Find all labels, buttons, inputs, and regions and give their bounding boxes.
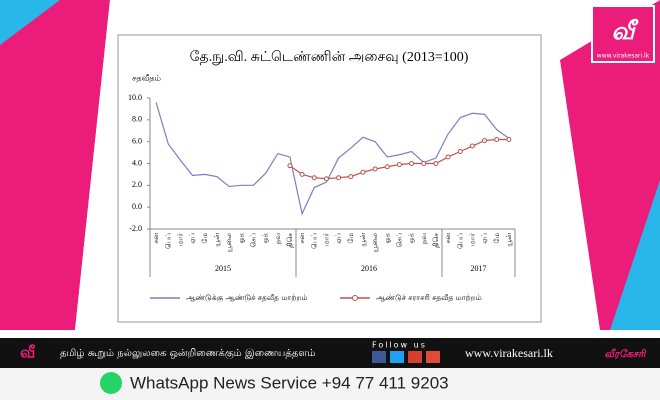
y-tick-label: 2.0 — [132, 180, 142, 189]
x-tick-label: மார் — [176, 233, 184, 246]
marker — [482, 138, 488, 144]
x-tick-label: பெப் — [456, 233, 464, 249]
marker — [457, 148, 463, 154]
marker — [494, 136, 500, 142]
legend-label: ஆண்டுக்கு ஆண்டுச் சதவீத மாற்றம் — [186, 293, 307, 303]
follow-label: Follow us — [372, 341, 427, 350]
legend-label: ஆண்டுச் சராசரி சதவீத மாற்றம் — [376, 293, 482, 302]
twitter-icon[interactable] — [390, 351, 404, 363]
youtube-icon[interactable] — [408, 351, 422, 363]
marker — [360, 169, 366, 175]
x-tick-label: ஏப் — [189, 233, 197, 244]
y-axis-label: சதவீதம் — [132, 74, 161, 83]
y-tick-label: -2.0 — [129, 224, 142, 233]
x-tick-label: ஒக் — [408, 232, 416, 243]
x-tick-label: திசெ — [286, 233, 294, 248]
marker — [469, 143, 475, 149]
y-tick-label: 10.0 — [128, 93, 142, 102]
x-tick-label: செப் — [395, 233, 403, 248]
x-tick-label: மார் — [468, 233, 476, 246]
logo-box — [591, 5, 655, 63]
logo-url: www.virakesari.lk — [597, 53, 650, 60]
marker — [409, 161, 415, 166]
x-tick-label: யூலை — [225, 233, 233, 253]
marker — [433, 161, 439, 166]
legend-marker — [352, 295, 358, 301]
x-tick-label: திசெ — [432, 233, 440, 248]
x-tick-label: ஓக — [383, 232, 391, 243]
banner-brand: வீரகேசரி — [605, 348, 648, 360]
marker — [336, 175, 342, 181]
marker — [348, 174, 354, 180]
x-tick-label: யூன் — [359, 233, 367, 247]
group-label: 2015 — [215, 264, 231, 273]
marker — [372, 166, 378, 172]
group-label: 2016 — [361, 264, 377, 273]
decor — [610, 180, 660, 330]
x-tick-label: பெப் — [310, 233, 318, 249]
decor — [0, 0, 110, 330]
y-tick-label: 8.0 — [132, 115, 142, 124]
x-tick-label: யூன் — [505, 233, 513, 247]
x-tick-label: சன — [152, 233, 160, 244]
marker — [445, 154, 451, 160]
marker — [299, 171, 305, 177]
marker — [384, 164, 390, 170]
x-tick-label: சன — [444, 233, 452, 244]
x-tick-label: நவ — [420, 233, 428, 244]
y-tick-label: 0.0 — [132, 202, 142, 211]
x-tick-label: மார் — [322, 233, 330, 246]
y-tick-label: 6.0 — [132, 136, 142, 145]
facebook-icon[interactable] — [372, 351, 386, 363]
x-tick-label: ஏப் — [335, 233, 343, 244]
x-tick-label: பெப் — [164, 233, 172, 249]
x-tick-label: சன — [298, 233, 306, 244]
whatsapp-icon — [100, 372, 122, 394]
marker — [421, 161, 427, 166]
banner-tagline: தமிழ் கூறும் நல்லுலகை ஒன்றிணைக்கும் இணைய… — [60, 348, 315, 360]
x-tick-label: மே — [347, 233, 355, 244]
x-tick-label: ஒக் — [262, 232, 270, 243]
chart-title: தே.நு.வி. சுட்டெண்ணின் அசைவு (2013=100) — [190, 50, 469, 65]
marker — [506, 136, 512, 142]
x-tick-label: யூன் — [213, 233, 221, 247]
x-tick-label: ஓக — [237, 232, 245, 243]
x-tick-label: செப் — [249, 233, 257, 248]
x-tick-label: மே — [493, 233, 501, 244]
series-line — [155, 102, 510, 216]
gplus-icon[interactable] — [426, 351, 440, 363]
banner-logo: வீ — [20, 343, 36, 362]
x-tick-label: நவ — [274, 233, 282, 244]
marker — [396, 162, 402, 168]
marker — [323, 176, 329, 182]
x-tick-label: மே — [201, 233, 209, 244]
banner-url: www.virakesari.lk — [465, 346, 553, 360]
decor — [75, 0, 130, 330]
x-tick-label: ஏப் — [481, 233, 489, 244]
decor — [560, 0, 660, 330]
x-tick-label: யூலை — [371, 233, 379, 253]
banner — [0, 338, 660, 368]
y-tick-label: 4.0 — [132, 158, 142, 167]
marker — [287, 163, 293, 169]
whatsapp-text: WhatsApp News Service +94 77 411 9203 — [130, 373, 449, 392]
marker — [311, 175, 317, 181]
group-label: 2017 — [471, 264, 487, 273]
